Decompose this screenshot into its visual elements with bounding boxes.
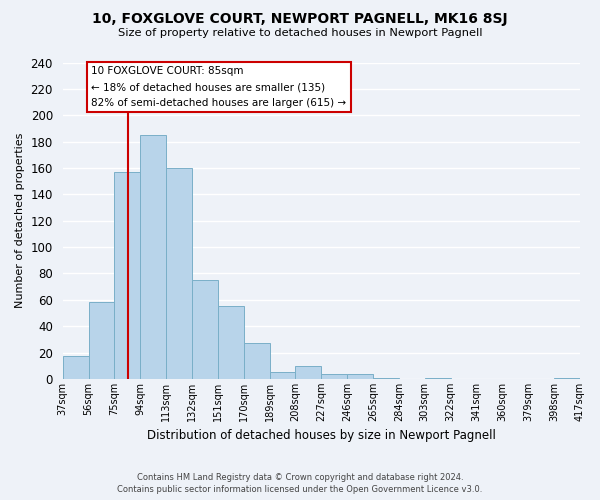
Bar [115, 172, 140, 379]
Text: Contains HM Land Registry data © Crown copyright and database right 2024.
Contai: Contains HM Land Registry data © Crown c… [118, 472, 482, 494]
Bar [218, 306, 244, 379]
Y-axis label: Number of detached properties: Number of detached properties [15, 133, 25, 308]
Text: Size of property relative to detached houses in Newport Pagnell: Size of property relative to detached ho… [118, 28, 482, 38]
Bar [166, 168, 192, 379]
Bar [554, 378, 580, 379]
Text: 10, FOXGLOVE COURT, NEWPORT PAGNELL, MK16 8SJ: 10, FOXGLOVE COURT, NEWPORT PAGNELL, MK1… [92, 12, 508, 26]
Bar [269, 372, 295, 379]
Text: 10 FOXGLOVE COURT: 85sqm
← 18% of detached houses are smaller (135)
82% of semi-: 10 FOXGLOVE COURT: 85sqm ← 18% of detach… [91, 66, 346, 108]
Bar [373, 378, 399, 379]
Bar [347, 374, 373, 379]
Bar [192, 280, 218, 379]
X-axis label: Distribution of detached houses by size in Newport Pagnell: Distribution of detached houses by size … [147, 430, 496, 442]
Bar [62, 356, 89, 379]
Bar [322, 374, 347, 379]
Bar [89, 302, 115, 379]
Bar [140, 135, 166, 379]
Bar [295, 366, 322, 379]
Bar [244, 344, 269, 379]
Bar [425, 378, 451, 379]
